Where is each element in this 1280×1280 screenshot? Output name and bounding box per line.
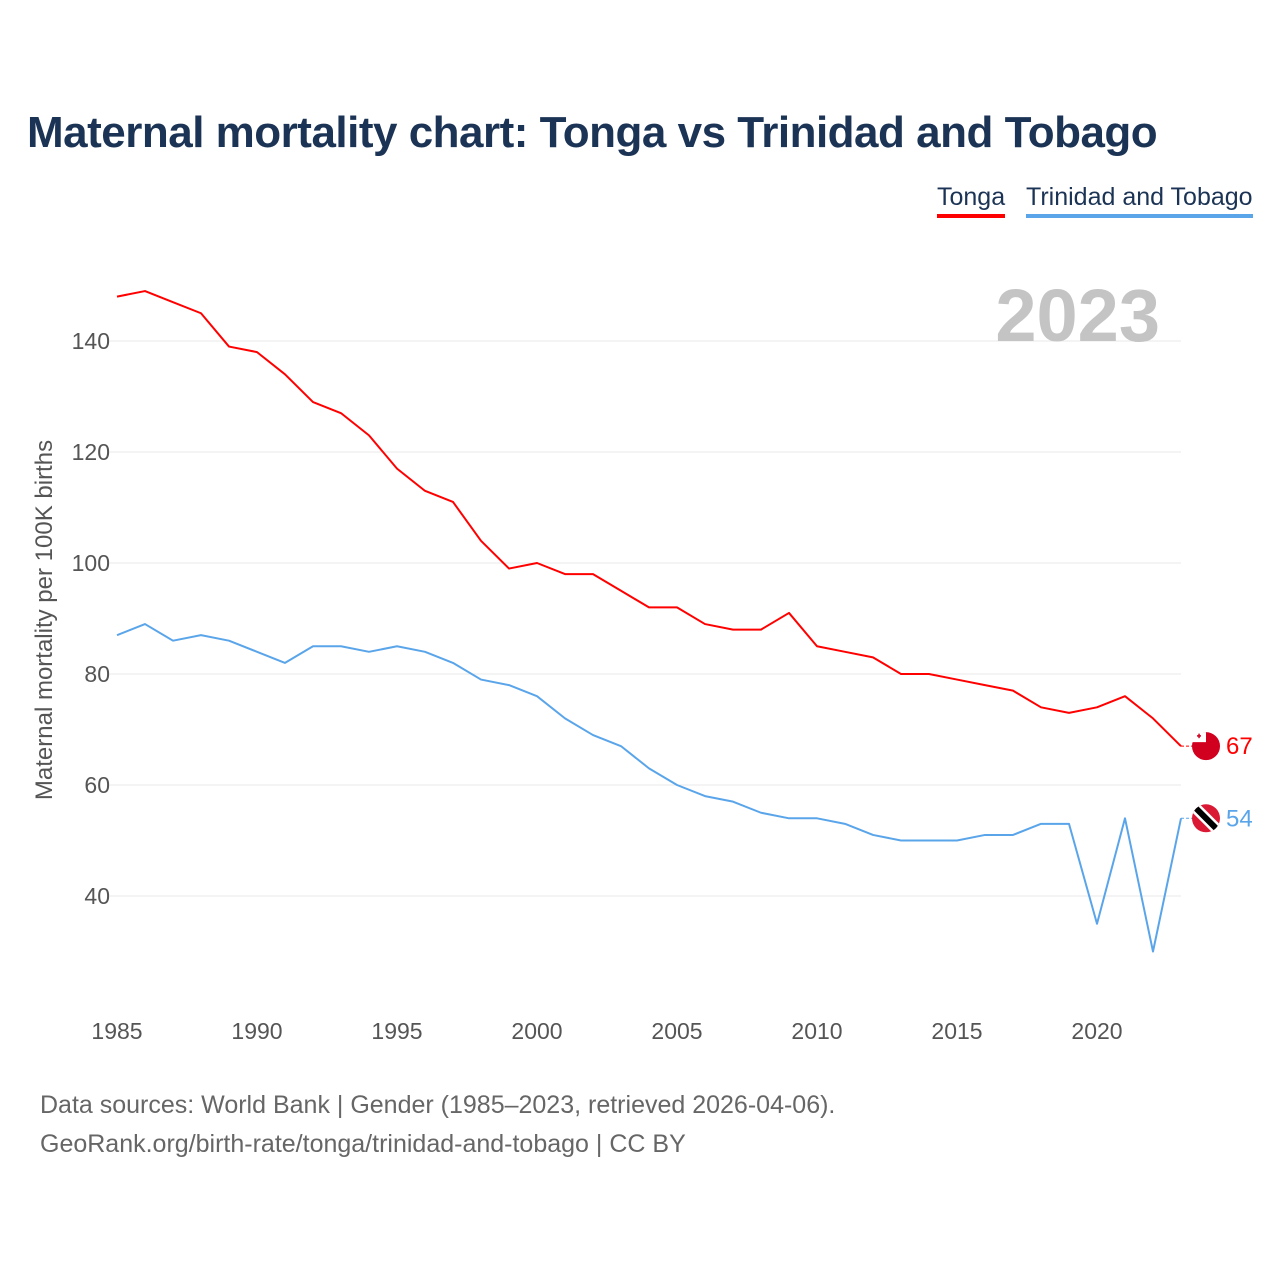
data-source-text: Data sources: World Bank | Gender (1985–… (40, 1091, 836, 1119)
legend-item-trinidad-and-tobago[interactable]: Trinidad and Tobago (1026, 183, 1253, 218)
x-tick-label: 2005 (651, 1018, 702, 1044)
y-tick-label: 100 (72, 550, 110, 576)
x-tick-label: 2010 (791, 1018, 842, 1044)
tonga-flag-cross (1198, 733, 1200, 739)
year-label: 2023 (995, 274, 1160, 357)
y-tick-label: 140 (72, 328, 110, 354)
y-tick-label: 80 (84, 661, 110, 687)
x-tick-label: 2000 (511, 1018, 562, 1044)
x-tick-label: 1995 (371, 1018, 422, 1044)
legend-item-tonga[interactable]: Tonga (937, 183, 1006, 218)
source-url-text[interactable]: GeoRank.org/birth-rate/tonga/trinidad-an… (40, 1130, 686, 1158)
footer: Data sources: World Bank | Gender (1985–… (40, 1086, 835, 1164)
flag-stripe-black (1192, 804, 1220, 833)
x-tick-label: 2015 (931, 1018, 982, 1044)
x-tick-label: 1985 (91, 1018, 142, 1044)
y-tick-label: 40 (84, 883, 110, 909)
y-tick-label: 120 (72, 439, 110, 465)
end-value-label: 54 (1226, 805, 1253, 832)
trinidad-flag-icon (1192, 804, 1220, 833)
y-axis-label: Maternal mortality per 100K births (31, 440, 58, 800)
chart-title: Maternal mortality chart: Tonga vs Trini… (27, 108, 1158, 157)
x-tick-label: 1990 (231, 1018, 282, 1044)
series-line-trinidad-and-tobago (116, 623, 1182, 953)
y-tick-label: 60 (84, 772, 110, 798)
end-value-label: 67 (1226, 733, 1253, 760)
series-line-tonga (116, 290, 1182, 747)
x-tick-label: 2020 (1071, 1018, 1122, 1044)
